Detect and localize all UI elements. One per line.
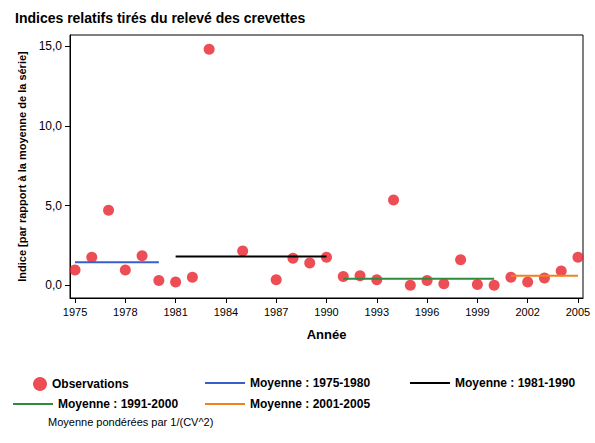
svg-text:1996: 1996 [415,306,439,318]
svg-text:1993: 1993 [365,306,389,318]
svg-text:Moyenne : 2001-2005: Moyenne : 2001-2005 [250,397,370,411]
svg-text:1990: 1990 [314,306,338,318]
svg-text:Observations: Observations [52,377,129,391]
svg-text:Année: Année [307,327,347,342]
svg-text:Indices relatifs tirés du rele: Indices relatifs tirés du relevé des cre… [15,10,305,26]
svg-text:2005: 2005 [566,306,590,318]
svg-text:Moyenne : 1991-2000: Moyenne : 1991-2000 [58,397,178,411]
svg-text:Indice [par rapport à la moyen: Indice [par rapport à la moyenne de la s… [16,51,28,282]
svg-text:Moyenne pondérées par 1/(CV^2): Moyenne pondérées par 1/(CV^2) [48,416,213,428]
svg-text:15,0: 15,0 [39,39,63,53]
svg-text:1981: 1981 [163,306,187,318]
svg-text:10,0: 10,0 [39,119,63,133]
svg-text:5,0: 5,0 [45,199,62,213]
svg-text:1999: 1999 [465,306,489,318]
svg-text:Moyenne : 1975-1980: Moyenne : 1975-1980 [250,376,370,390]
svg-text:1975: 1975 [63,306,87,318]
svg-text:1978: 1978 [113,306,137,318]
svg-text:1987: 1987 [264,306,288,318]
svg-text:Moyenne : 1981-1990: Moyenne : 1981-1990 [455,376,575,390]
svg-text:2002: 2002 [515,306,539,318]
svg-text:0,0: 0,0 [45,278,62,292]
svg-text:1984: 1984 [214,306,238,318]
